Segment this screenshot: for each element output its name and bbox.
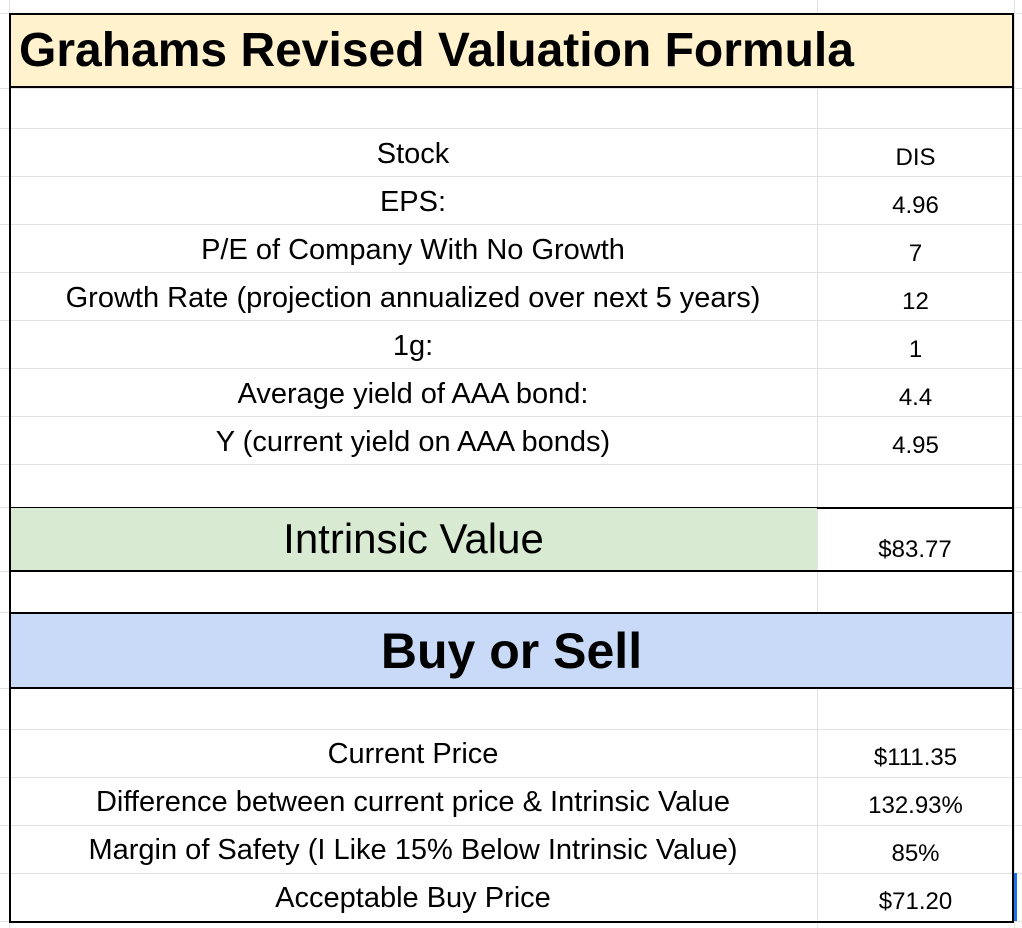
intrinsic-value-label[interactable]: Intrinsic Value bbox=[10, 508, 817, 570]
grid-line bbox=[0, 825, 1022, 826]
grid-line bbox=[0, 873, 1022, 874]
input-value-stock[interactable]: DIS bbox=[895, 144, 936, 171]
input-label-aaa-average[interactable]: Average yield of AAA bond: bbox=[237, 377, 589, 410]
result-value-current-price[interactable]: $111.35 bbox=[873, 744, 958, 771]
grid-line bbox=[0, 416, 1022, 417]
table-border bbox=[9, 86, 1014, 923]
input-value-aaa-current[interactable]: 4.95 bbox=[892, 432, 939, 459]
input-label-growth-rate[interactable]: Growth Rate (projection annualized over … bbox=[65, 281, 761, 314]
input-label-1g[interactable]: 1g: bbox=[392, 329, 434, 362]
result-value-acceptable-buy-price[interactable]: $71.20 bbox=[878, 888, 953, 915]
input-label-stock[interactable]: Stock bbox=[376, 137, 450, 170]
input-label-aaa-current[interactable]: Y (current yield on AAA bonds) bbox=[215, 425, 611, 458]
result-label-current-price[interactable]: Current Price bbox=[327, 737, 499, 770]
grid-line bbox=[0, 88, 1022, 89]
input-label-pe[interactable]: P/E of Company With No Growth bbox=[201, 233, 625, 266]
grid-line bbox=[0, 176, 1022, 177]
input-value-pe[interactable]: 7 bbox=[908, 240, 923, 267]
input-value-growth-rate[interactable]: 12 bbox=[902, 288, 929, 315]
grid-line bbox=[0, 320, 1022, 321]
cell-selection-indicator bbox=[1014, 873, 1017, 921]
result-label-acceptable-buy-price[interactable]: Acceptable Buy Price bbox=[275, 881, 551, 914]
result-value-margin-of-safety[interactable]: 85% bbox=[891, 840, 940, 867]
grid-line bbox=[0, 128, 1022, 129]
grid-line bbox=[0, 777, 1022, 778]
result-label-margin-of-safety[interactable]: Margin of Safety (I Like 15% Below Intri… bbox=[88, 833, 738, 866]
input-value-1g[interactable]: 1 bbox=[908, 336, 923, 363]
intrinsic-value-amount[interactable]: $83.77 bbox=[878, 536, 952, 563]
result-value-difference[interactable]: 132.93% bbox=[868, 792, 963, 819]
input-value-aaa-average[interactable]: 4.4 bbox=[898, 384, 933, 411]
grid-line bbox=[0, 368, 1022, 369]
grid-line bbox=[0, 729, 1022, 730]
input-value-eps[interactable]: 4.96 bbox=[892, 192, 939, 219]
grid-line bbox=[0, 272, 1022, 273]
buy-or-sell-heading[interactable]: Buy or Sell bbox=[10, 614, 1013, 687]
grid-line bbox=[1014, 0, 1015, 928]
grid-line bbox=[0, 224, 1022, 225]
input-label-eps[interactable]: EPS: bbox=[379, 185, 447, 218]
result-label-difference[interactable]: Difference between current price & Intri… bbox=[95, 785, 731, 818]
grid-line bbox=[0, 464, 1022, 465]
sheet-title[interactable]: Grahams Revised Valuation Formula bbox=[9, 13, 1014, 88]
grid-line bbox=[817, 0, 818, 928]
